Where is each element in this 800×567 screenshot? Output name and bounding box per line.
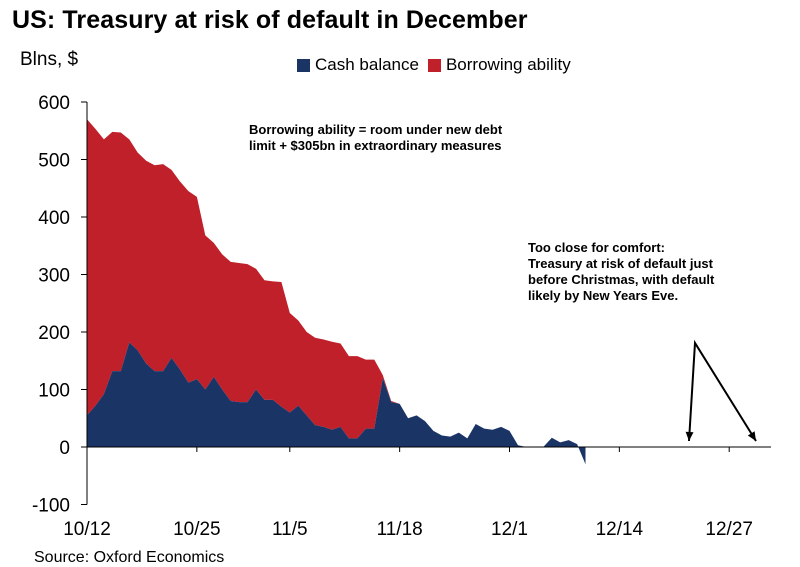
annotation-arrows: [688, 339, 757, 442]
annotation-borrowing-note-line: limit + $305bn in extraordinary measures: [249, 138, 502, 153]
legend-item-cash: Cash balance: [297, 55, 419, 75]
borrowing-ability-area: [87, 119, 400, 439]
legend-swatch-cash: [297, 58, 310, 72]
source-note: Source: Oxford Economics: [34, 549, 225, 566]
annotation-default-note-line: likely by New Years Eve.: [528, 288, 678, 303]
y-tick-label: -100: [32, 496, 70, 517]
annotation-default-note-line: Too close for comfort:: [528, 240, 665, 255]
cash-balance-area: [87, 342, 586, 465]
y-tick-label: 0: [59, 438, 70, 459]
legend-item-borrowing: Borrowing ability: [427, 55, 571, 75]
legend: Cash balance Borrowing ability: [297, 55, 580, 75]
x-tick-label: 11/18: [377, 519, 423, 540]
x-tick-label: 10/12: [63, 519, 111, 540]
legend-swatch-borrowing: [427, 58, 441, 72]
annotation-default-note-line: Treasury at risk of default just: [528, 256, 714, 271]
y-tick-label: 400: [38, 208, 70, 229]
annotation-default-note-line: before Christmas, with default: [528, 272, 715, 287]
y-tick-label: 100: [38, 381, 70, 402]
arrowhead-christmas: [685, 431, 694, 441]
y-tick-label: 500: [38, 151, 70, 172]
chart-title: US: Treasury at risk of default in Decem…: [12, 6, 528, 34]
arrowhead-new-years-eve: [747, 431, 756, 441]
y-tick-label: 200: [38, 323, 70, 344]
x-tick-label: 12/27: [705, 519, 753, 540]
x-tick-label: 11/5: [272, 519, 308, 540]
annotation-borrowing-note-line: Borrowing ability = room under new debt: [249, 122, 503, 137]
x-tick-label: 10/25: [173, 519, 221, 540]
y-axis-unit-label: Blns, $: [20, 49, 79, 70]
y-tick-label: 600: [38, 93, 70, 114]
legend-label-borrowing: Borrowing ability: [445, 55, 571, 74]
y-tick-label: 300: [38, 266, 70, 287]
x-tick-label: 12/1: [491, 519, 528, 540]
x-tick-label: 12/14: [596, 519, 644, 540]
legend-label-cash: Cash balance: [315, 55, 419, 74]
